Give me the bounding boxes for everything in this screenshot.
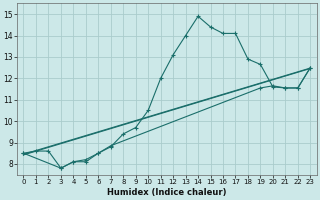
X-axis label: Humidex (Indice chaleur): Humidex (Indice chaleur) — [107, 188, 227, 197]
